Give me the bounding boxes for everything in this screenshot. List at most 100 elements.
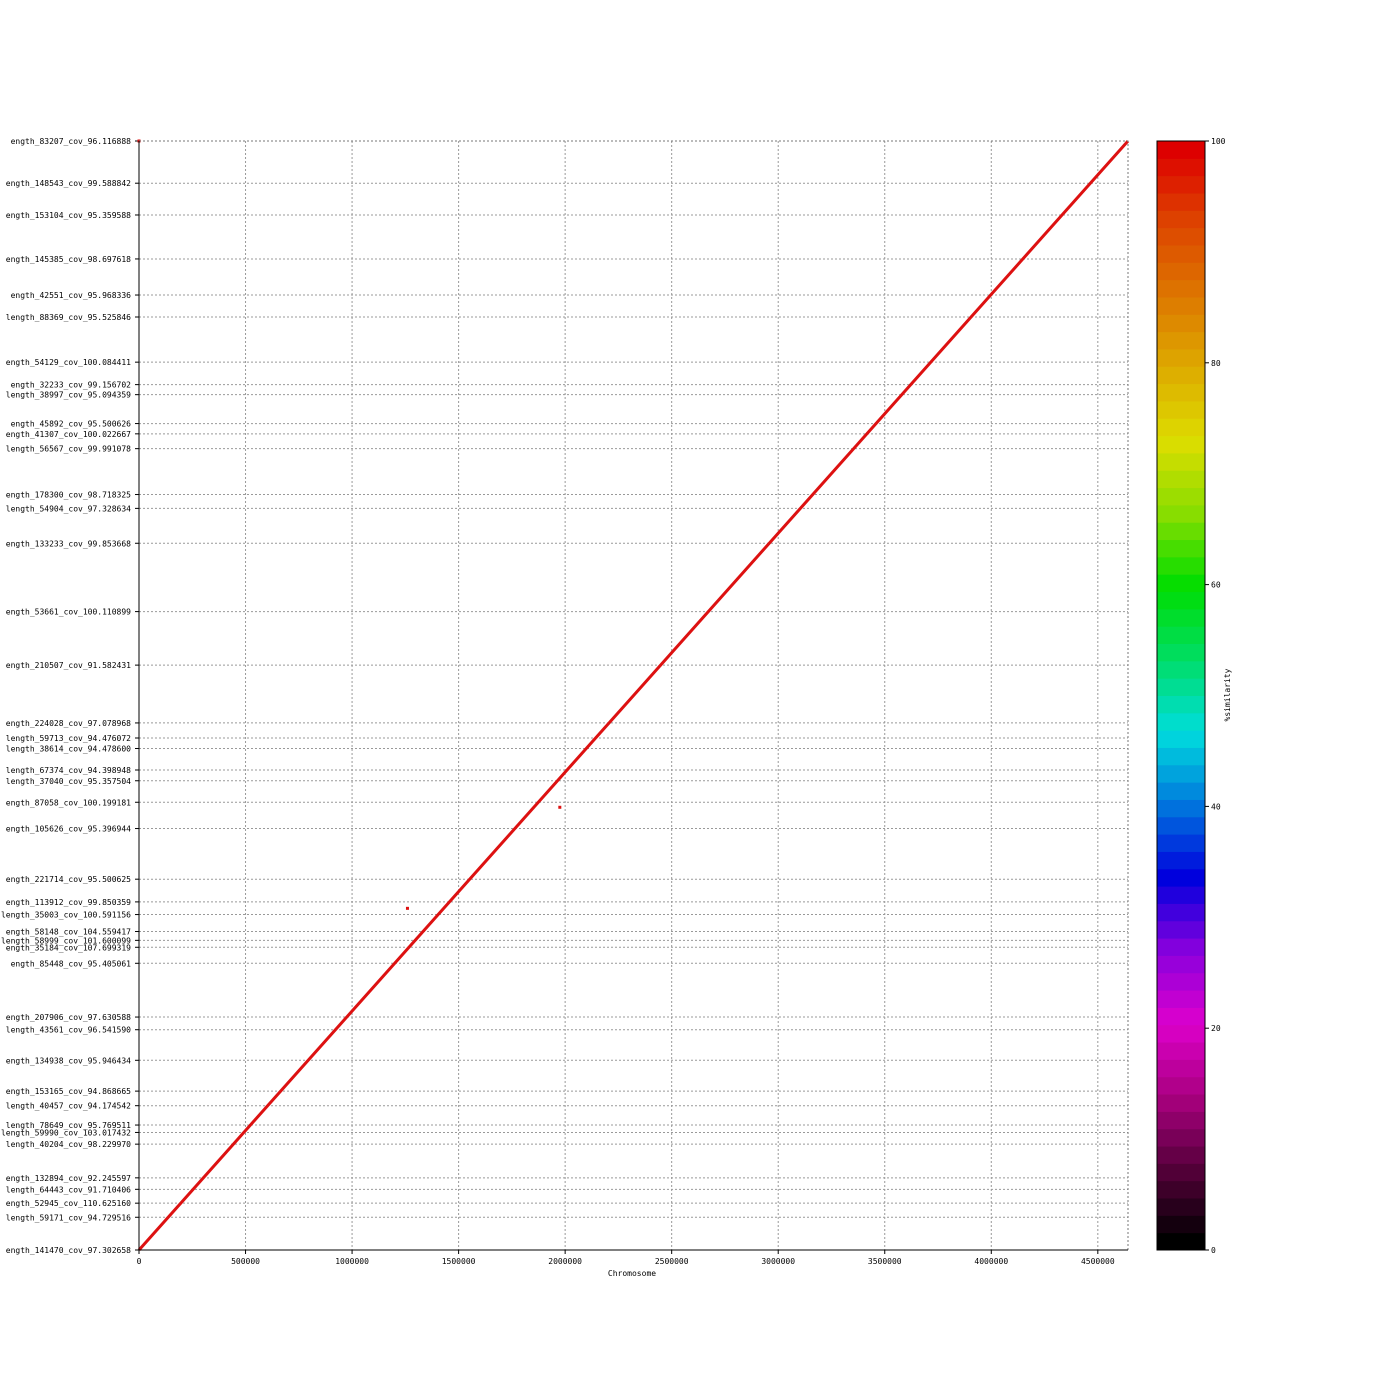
colorbar-band [1157,314,1205,333]
x-tick-label: 2000000 [548,1257,582,1266]
y-tick-label: ength_145385_cov_98.697618 [6,255,131,264]
x-tick-label: 500000 [231,1257,260,1266]
y-tick-label: length_56567_cov_99.991078 [6,445,131,454]
x-tick-label: 4500000 [1081,1257,1115,1266]
colorbar-band [1157,747,1205,766]
colorbar-band [1157,348,1205,367]
grid-lines [138,140,1128,1251]
x-tick-label: 1500000 [442,1257,476,1266]
y-tick-label: length_40457_cov_94.174542 [6,1102,131,1111]
y-tick-label: ength_207906_cov_97.630588 [6,1013,131,1022]
y-tick-label: ength_41307_cov_100.022667 [6,430,131,439]
colorbar-band [1157,1111,1205,1130]
y-tick-label: ength_52945_cov_110.625160 [6,1199,131,1208]
y-tick-label: length_58999_cov_101.600099 [1,936,131,945]
y-tick-label: ength_35184_cov_107.699319 [6,943,131,952]
x-tick-label: 4000000 [974,1257,1008,1266]
y-tick-label: ength_32233_cov_99.156702 [11,381,132,390]
y-tick-label: length_78649_cov_95.769511 [6,1121,131,1130]
colorbar-band [1157,660,1205,679]
colorbar-band [1157,799,1205,818]
y-tick-label: ength_141470_cov_97.302658 [6,1246,131,1255]
y-tick-label: length_59713_cov_94.476072 [6,734,131,743]
colorbar-band [1157,1198,1205,1216]
colorbar-band [1157,1076,1205,1095]
alignment-segment [137,140,1130,1251]
y-tick-label: length_40204_cov_98.229970 [6,1140,131,1149]
y-tick-label: length_38614_cov_94.478600 [6,744,131,753]
y-tick-label: ength_85448_cov_95.405061 [11,959,132,968]
x-tick-label: 1000000 [335,1257,369,1266]
colorbar-band [1157,418,1205,437]
y-tick-label: length_64443_cov_91.710406 [6,1185,131,1194]
colorbar-band [1157,955,1205,974]
colorbar-band [1157,192,1205,211]
colorbar-label: %similarity [1223,668,1232,721]
colorbar-ticks: 0 20 40 60 80 100 [1205,137,1226,1255]
y-tick-label: length_43561_cov_96.541590 [6,1026,131,1035]
x-tick-label: 2500000 [655,1257,689,1266]
colorbar-band [1157,452,1205,471]
colorbar-band [1157,990,1205,1008]
colorbar-band [1157,1128,1205,1147]
colorbar-band [1157,972,1205,991]
colorbar-band [1157,816,1205,835]
colorbar-band [1157,868,1205,887]
colorbar-band [1157,1094,1205,1112]
colorbar-band [1157,504,1205,523]
y-tick-label: ength_87058_cov_100.199181 [6,798,131,807]
colorbar-band [1157,400,1205,419]
colorbar-band [1157,782,1205,800]
y-tick-label: ength_148543_cov_99.588842 [6,179,131,188]
colorbar-band [1157,1180,1205,1199]
colorbar-band [1157,210,1205,229]
y-tick-label: length_88369_cov_95.525846 [6,313,131,322]
y-tick-label: length_67374_cov_94.398948 [6,766,131,775]
colorbar-band [1157,730,1205,748]
y-tick-label: ength_113912_cov_99.850359 [6,898,131,907]
colorbar-band [1157,695,1205,714]
y-tick-label: ength_134938_cov_95.946434 [6,1056,131,1065]
x-tick-label: 0 [137,1257,142,1266]
colorbar-band [1157,487,1205,506]
colorbar-band [1157,851,1205,870]
y-tick-label: ength_45892_cov_95.500626 [11,420,132,429]
colorbar-band [1157,244,1205,263]
colorbar-band [1157,712,1205,731]
x-tick-label: 3500000 [868,1257,902,1266]
colorbar-band [1157,522,1205,541]
colorbar-band [1157,227,1205,246]
alignment-point [405,906,409,910]
y-tick-label: ength_153165_cov_94.868665 [6,1087,131,1096]
colorbar-band [1157,574,1205,593]
y-tick-label: ength_224028_cov_97.078968 [6,719,131,728]
colorbar-band [1157,435,1205,454]
alignment-marks [137,139,1130,1251]
y-tick-label: ength_178300_cov_98.718325 [6,491,131,500]
y-tick-label: ength_210507_cov_91.582431 [6,661,131,670]
colorbar-band [1157,608,1205,627]
colorbar-band [1157,678,1205,696]
colorbar-frame [1156,140,1206,1251]
colorbar-band [1157,903,1205,922]
colorbar-tick-label: 100 [1211,137,1226,146]
colorbar-band [1157,1232,1205,1251]
colorbar-band [1157,764,1205,783]
colorbar-tick-label: 40 [1211,802,1221,811]
colorbar-band [1157,938,1205,956]
y-tick-labels: ength_83207_cov_96.116888 ength_148543_co… [1,137,139,1255]
colorbar-tick-label: 60 [1211,581,1221,590]
colorbar-band [1157,158,1205,177]
y-tick-label: length_35003_cov_100.591156 [1,911,131,920]
colorbar-band [1157,331,1205,350]
colorbar-band [1157,141,1205,159]
y-tick-label: ength_54129_cov_100.084411 [6,358,131,367]
colorbar-band [1157,262,1205,281]
y-tick-label: ength_105626_cov_95.396944 [6,825,131,834]
colorbar-band [1157,626,1205,645]
colorbar-tick-label: 0 [1211,1246,1216,1255]
colorbar-band [1157,1024,1205,1043]
colorbar-band [1157,591,1205,610]
colorbar-band [1157,175,1205,194]
